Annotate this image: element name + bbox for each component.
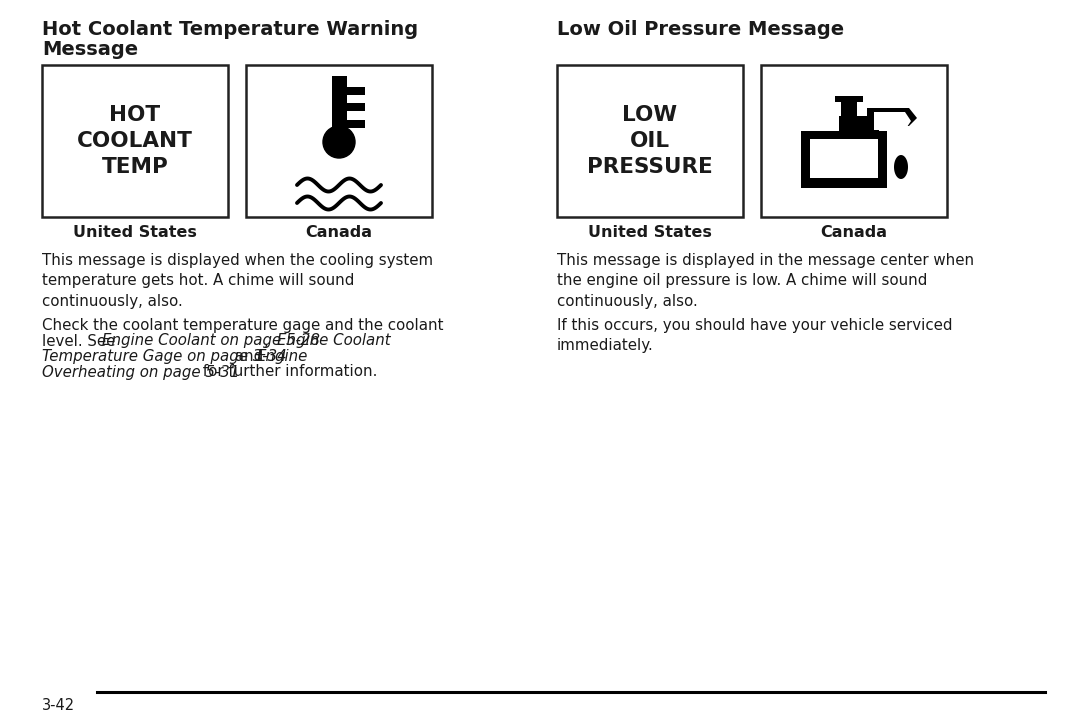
Polygon shape <box>867 108 917 136</box>
Polygon shape <box>874 112 912 130</box>
Text: This message is displayed when the cooling system
temperature gets hot. A chime : This message is displayed when the cooli… <box>42 253 433 309</box>
Text: Engine: Engine <box>257 349 309 364</box>
Bar <box>761 65 947 217</box>
Text: Canada: Canada <box>306 225 373 240</box>
Text: Message: Message <box>42 40 138 59</box>
Polygon shape <box>841 102 858 116</box>
Bar <box>332 76 347 144</box>
Polygon shape <box>801 116 887 188</box>
Text: ,: , <box>264 333 273 348</box>
Text: United States: United States <box>589 225 712 240</box>
Bar <box>347 87 365 95</box>
Text: level. See: level. See <box>42 333 120 348</box>
Text: Overheating on page 5-31: Overheating on page 5-31 <box>42 364 240 379</box>
Text: Engine Coolant: Engine Coolant <box>276 333 391 348</box>
Text: for further information.: for further information. <box>198 364 377 379</box>
Text: Low Oil Pressure Message: Low Oil Pressure Message <box>557 20 845 39</box>
Text: If this occurs, you should have your vehicle serviced
immediately.: If this occurs, you should have your veh… <box>557 318 953 354</box>
Text: Engine Coolant on page 5-28: Engine Coolant on page 5-28 <box>102 333 320 348</box>
Text: 3-42: 3-42 <box>42 698 76 713</box>
Text: LOW
OIL
PRESSURE: LOW OIL PRESSURE <box>588 104 713 177</box>
Text: This message is displayed in the message center when
the engine oil pressure is : This message is displayed in the message… <box>557 253 974 309</box>
Text: HOT
COOLANT
TEMP: HOT COOLANT TEMP <box>77 104 193 177</box>
Bar <box>347 120 365 127</box>
Text: and: and <box>230 349 268 364</box>
Text: Check the coolant temperature gage and the coolant: Check the coolant temperature gage and t… <box>42 318 444 333</box>
Text: Temperature Gage on page 3-34: Temperature Gage on page 3-34 <box>42 349 286 364</box>
Bar <box>246 65 432 217</box>
Bar <box>42 65 228 217</box>
Polygon shape <box>894 155 908 179</box>
Circle shape <box>323 126 355 158</box>
Text: Canada: Canada <box>821 225 888 240</box>
Polygon shape <box>835 96 863 102</box>
Bar <box>557 65 743 217</box>
Bar <box>347 102 365 111</box>
Text: Hot Coolant Temperature Warning: Hot Coolant Temperature Warning <box>42 20 418 39</box>
Text: United States: United States <box>73 225 197 240</box>
Polygon shape <box>810 139 878 178</box>
